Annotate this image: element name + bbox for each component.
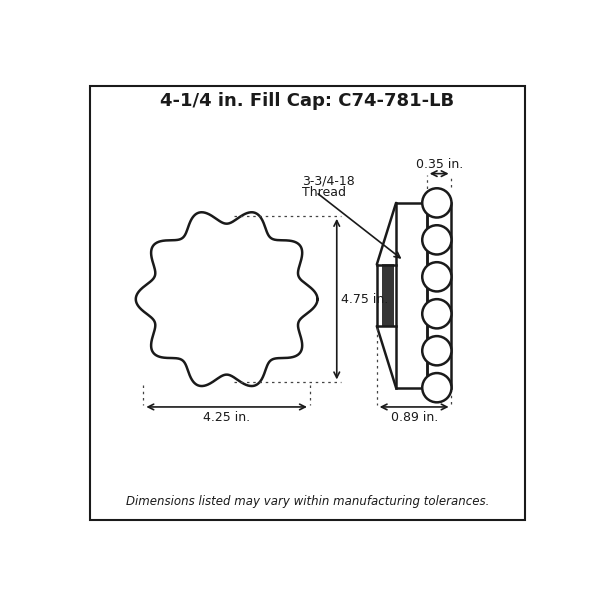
Circle shape — [422, 225, 451, 254]
Text: 4.75 in.: 4.75 in. — [341, 293, 389, 305]
Text: Dimensions listed may vary within manufacturing tolerances.: Dimensions listed may vary within manufa… — [126, 495, 489, 508]
Text: 4.25 in.: 4.25 in. — [203, 411, 250, 424]
Circle shape — [422, 336, 451, 365]
Circle shape — [422, 262, 451, 292]
Circle shape — [422, 299, 451, 328]
Circle shape — [422, 373, 451, 403]
Text: 0.89 in.: 0.89 in. — [391, 411, 438, 424]
Text: Thread: Thread — [302, 185, 346, 199]
Text: 0.35 in.: 0.35 in. — [416, 158, 463, 171]
Text: 4-1/4 in. Fill Cap: C74-781-LB: 4-1/4 in. Fill Cap: C74-781-LB — [160, 92, 455, 110]
Text: 3-3/4-18: 3-3/4-18 — [302, 175, 355, 188]
Circle shape — [422, 188, 451, 218]
